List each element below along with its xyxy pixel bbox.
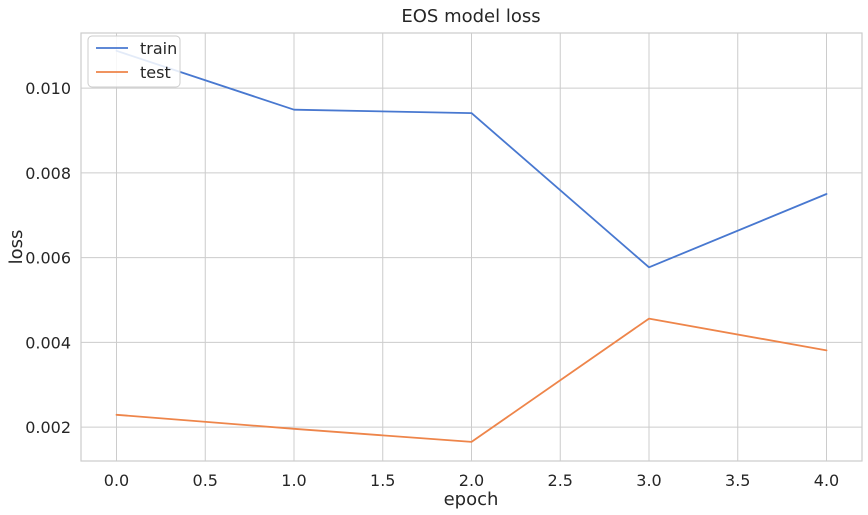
x-tick-label: 4.0 xyxy=(814,471,839,490)
y-axis-label: loss xyxy=(6,230,27,265)
y-tick-label: 0.004 xyxy=(25,333,71,352)
x-tick-labels: 0.0 0.5 1.0 1.5 2.0 2.5 3.0 3.5 4.0 xyxy=(104,471,839,490)
legend-label-train: train xyxy=(140,39,177,58)
x-tick-label: 1.5 xyxy=(370,471,395,490)
y-tick-label: 0.008 xyxy=(25,164,71,183)
legend-label-test: test xyxy=(140,63,171,82)
grid xyxy=(81,33,862,461)
y-tick-labels: 0.002 0.004 0.006 0.008 0.010 xyxy=(25,79,71,437)
x-tick-label: 3.5 xyxy=(725,471,750,490)
x-tick-label: 2.0 xyxy=(459,471,484,490)
x-tick-label: 0.5 xyxy=(193,471,218,490)
x-tick-label: 1.0 xyxy=(281,471,306,490)
y-tick-label: 0.010 xyxy=(25,79,71,98)
series-lines xyxy=(115,49,828,443)
y-tick-label: 0.002 xyxy=(25,418,71,437)
y-tick-label: 0.006 xyxy=(25,249,71,268)
x-tick-label: 0.0 xyxy=(104,471,129,490)
plot-frame xyxy=(80,32,863,462)
legend: train test xyxy=(87,35,181,88)
x-tick-label: 3.0 xyxy=(636,471,661,490)
x-tick-label: 2.5 xyxy=(548,471,573,490)
chart-title: EOS model loss xyxy=(401,6,540,27)
x-axis-label: epoch xyxy=(444,489,499,510)
